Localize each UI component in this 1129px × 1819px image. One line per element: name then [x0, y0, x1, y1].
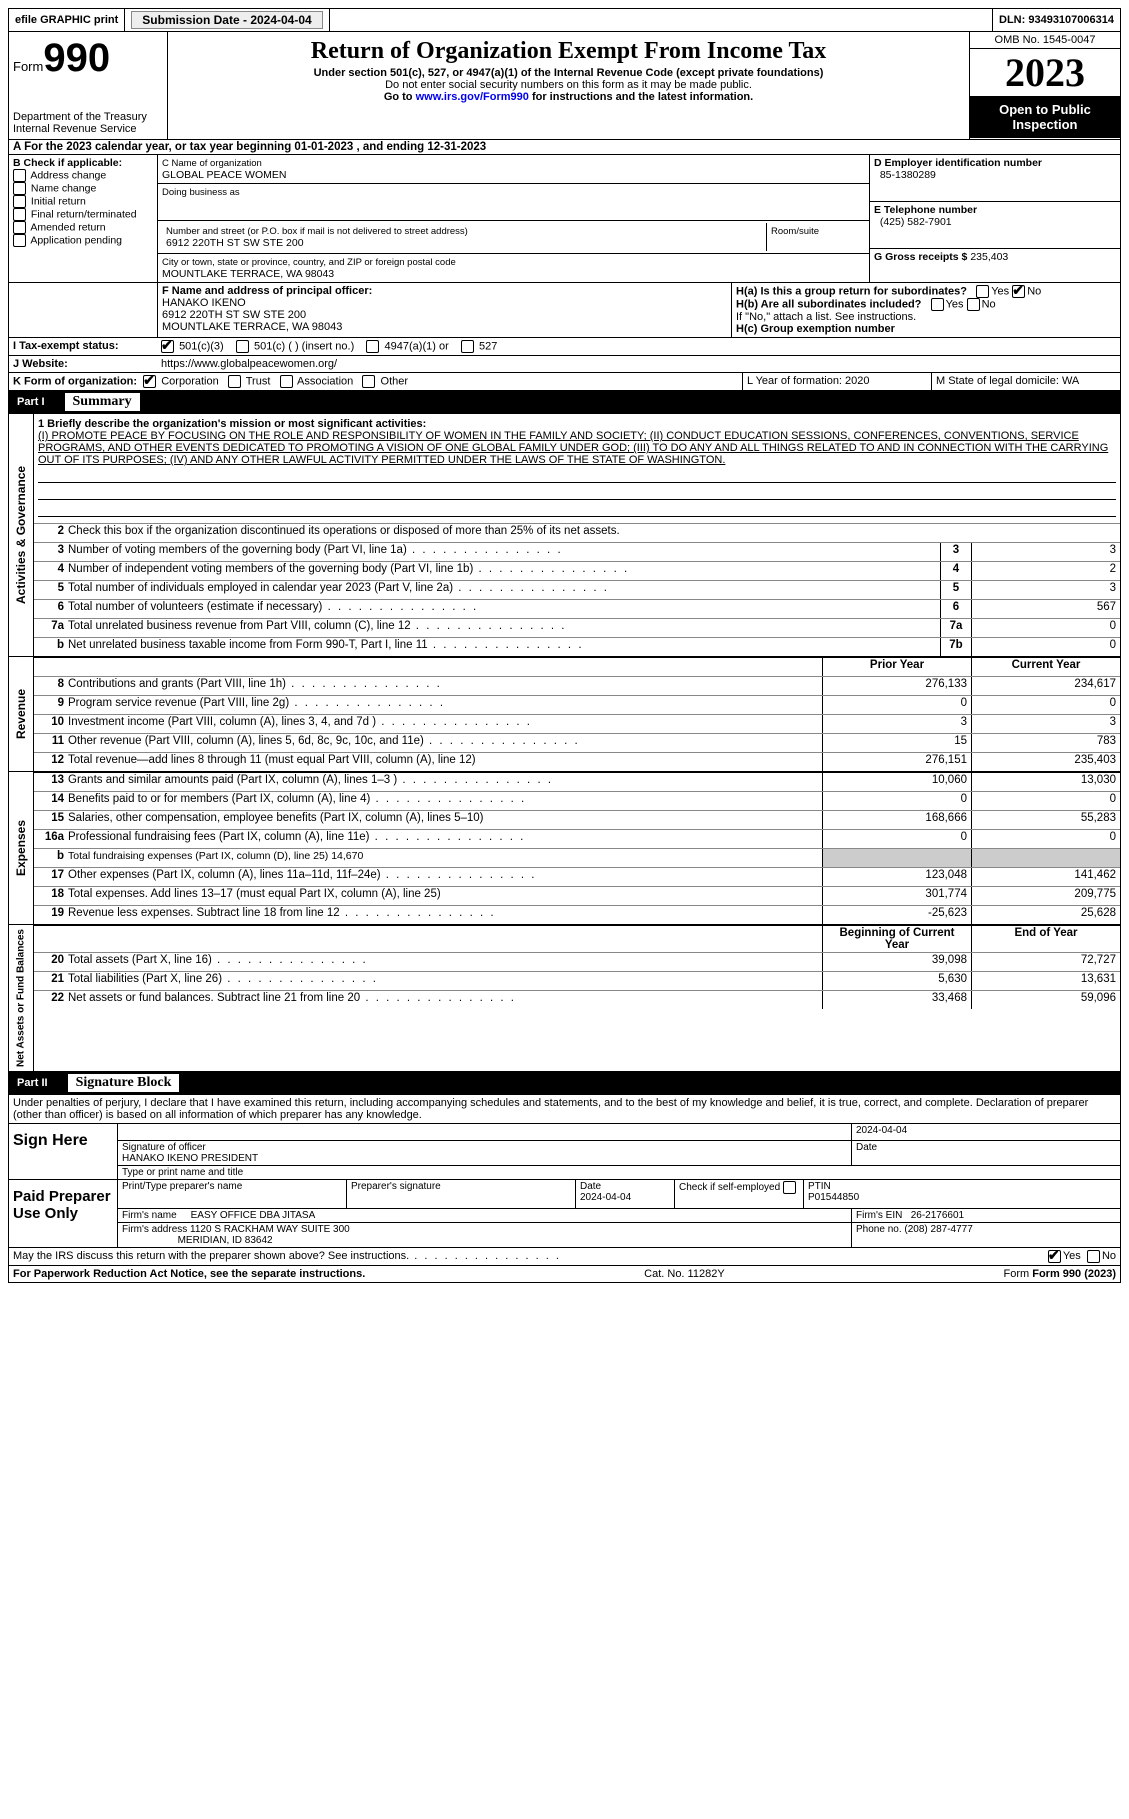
cb-ha-no[interactable] [1012, 285, 1025, 298]
hdr-begin-year: Beginning of Current Year [822, 926, 971, 952]
row-f-h: F Name and address of principal officer:… [8, 283, 1121, 338]
subtitle-2: Do not enter social security numbers on … [172, 79, 965, 91]
officer-name: HANAKO IKENO [162, 297, 246, 309]
cb-hb-no[interactable] [967, 298, 980, 311]
vtab-revenue: Revenue [9, 657, 34, 771]
perjury-statement: Under penalties of perjury, I declare th… [8, 1095, 1121, 1124]
line-6-val: 567 [971, 600, 1120, 618]
cb-app-pending[interactable] [13, 234, 26, 247]
cb-corp[interactable] [143, 375, 156, 388]
dln-cell: DLN: 93493107006314 [993, 9, 1120, 31]
section-a: A For the 2023 calendar year, or tax yea… [8, 140, 1121, 155]
cb-hb-yes[interactable] [931, 298, 944, 311]
cb-501c3[interactable] [161, 340, 174, 353]
open-inspection: Open to Public Inspection [970, 96, 1120, 138]
line-7a-val: 0 [971, 619, 1120, 637]
omb-number: OMB No. 1545-0047 [970, 32, 1120, 49]
ptin: P01544850 [808, 1192, 859, 1203]
cb-amended[interactable] [13, 221, 26, 234]
box-d: D Employer identification number 85-1380… [870, 155, 1120, 282]
revenue-section: Revenue Prior YearCurrent Year 8Contribu… [8, 657, 1121, 772]
hdr-prior-year: Prior Year [822, 658, 971, 676]
org-name: GLOBAL PEACE WOMEN [162, 169, 286, 181]
row-k: K Form of organization: Corporation Trus… [8, 373, 1121, 391]
gross-receipts: 235,403 [970, 251, 1008, 263]
paid-preparer-block: Paid Preparer Use Only Print/Type prepar… [8, 1180, 1121, 1248]
year-formation: L Year of formation: 2020 [742, 373, 931, 390]
state-domicile: M State of legal domicile: WA [931, 373, 1120, 390]
row-j: J Website: https://www.globalpeacewomen.… [8, 356, 1121, 373]
net-assets-section: Net Assets or Fund Balances Beginning of… [8, 925, 1121, 1072]
cb-final-return[interactable] [13, 208, 26, 221]
officer-signature: HANAKO IKENO PRESIDENT [122, 1153, 258, 1164]
form-header: Form990 Department of the Treasury Inter… [8, 32, 1121, 140]
page-footer: For Paperwork Reduction Act Notice, see … [8, 1266, 1121, 1283]
expenses-section: Expenses 13Grants and similar amounts pa… [8, 772, 1121, 925]
city-state-zip: MOUNTLAKE TERRACE, WA 98043 [162, 268, 334, 280]
cb-name-change[interactable] [13, 182, 26, 195]
submission-button[interactable]: Submission Date - 2024-04-04 [131, 11, 322, 29]
cb-501c[interactable] [236, 340, 249, 353]
entity-grid: B Check if applicable: Address change Na… [8, 155, 1121, 283]
telephone: (425) 582-7901 [880, 216, 952, 228]
prep-date: 2024-04-04 [580, 1192, 631, 1203]
hdr-current-year: Current Year [971, 658, 1120, 676]
cb-discuss-yes[interactable] [1048, 1250, 1061, 1263]
cb-assoc[interactable] [280, 375, 293, 388]
row-i: I Tax-exempt status: 501(c)(3) 501(c) ( … [8, 338, 1121, 356]
cb-discuss-no[interactable] [1087, 1250, 1100, 1263]
top-bar: efile GRAPHIC print Submission Date - 20… [8, 8, 1121, 32]
cb-other[interactable] [362, 375, 375, 388]
cb-self-employed[interactable] [783, 1181, 796, 1194]
activities-governance: Activities & Governance 1 Briefly descri… [8, 414, 1121, 657]
cb-trust[interactable] [228, 375, 241, 388]
cb-ha-yes[interactable] [976, 285, 989, 298]
efile-cell: efile GRAPHIC print [9, 9, 125, 31]
firm-ein: 26-2176601 [911, 1210, 964, 1221]
form-number: Form990 [13, 36, 163, 81]
cb-527[interactable] [461, 340, 474, 353]
website-url[interactable]: https://www.globalpeacewomen.org/ [157, 356, 1120, 372]
cb-address-change[interactable] [13, 169, 26, 182]
vtab-expenses: Expenses [9, 772, 34, 924]
hdr-end-year: End of Year [971, 926, 1120, 952]
part-ii-header: Part II Signature Block [8, 1072, 1121, 1095]
street-address: 6912 220TH ST SW STE 200 [166, 237, 304, 249]
ein: 85-1380289 [880, 169, 936, 181]
cb-4947[interactable] [366, 340, 379, 353]
subtitle-3: Go to www.irs.gov/Form990 for instructio… [172, 91, 965, 103]
firm-name: EASY OFFICE DBA JITASA [191, 1210, 316, 1221]
vtab-activities: Activities & Governance [9, 414, 34, 656]
part-i-header: Part I Summary [8, 391, 1121, 414]
tax-year: 2023 [970, 49, 1120, 96]
sign-date: 2024-04-04 [852, 1124, 1120, 1140]
form-title: Return of Organization Exempt From Incom… [172, 38, 965, 65]
discuss-row: May the IRS discuss this return with the… [8, 1248, 1121, 1266]
mission-text: (I) PROMOTE PEACE BY FOCUSING ON THE ROL… [38, 430, 1116, 466]
vtab-net-assets: Net Assets or Fund Balances [9, 925, 34, 1071]
sign-here-block: Sign Here 2024-04-04 Signature of office… [8, 1124, 1121, 1180]
subtitle-1: Under section 501(c), 527, or 4947(a)(1)… [172, 67, 965, 79]
line-5-val: 3 [971, 581, 1120, 599]
dept-label: Department of the Treasury Internal Reve… [13, 111, 163, 135]
cb-initial-return[interactable] [13, 195, 26, 208]
firm-address: 1120 S RACKHAM WAY SUITE 300 [190, 1224, 350, 1235]
line-7b-val: 0 [971, 638, 1120, 656]
box-c: C Name of organizationGLOBAL PEACE WOMEN… [158, 155, 870, 282]
mission-block: 1 Briefly describe the organization's mi… [34, 414, 1120, 523]
line-3-val: 3 [971, 543, 1120, 561]
box-h: H(a) Is this a group return for subordin… [732, 283, 1120, 337]
box-b: B Check if applicable: Address change Na… [9, 155, 158, 282]
submission-cell: Submission Date - 2024-04-04 [125, 9, 329, 31]
irs-link[interactable]: www.irs.gov/Form990 [416, 91, 529, 103]
firm-phone: (208) 287-4777 [904, 1224, 972, 1235]
line-4-val: 2 [971, 562, 1120, 580]
